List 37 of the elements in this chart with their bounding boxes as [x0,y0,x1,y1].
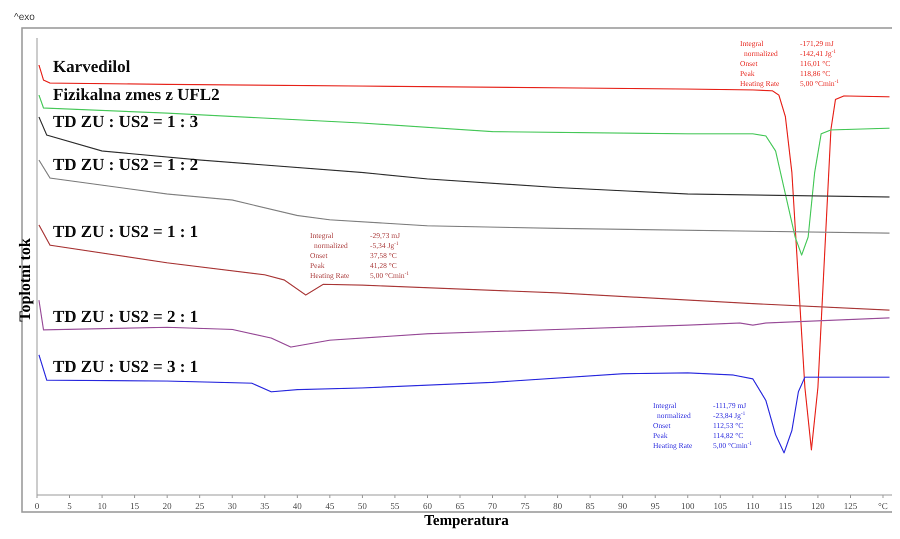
series-label: TD ZU : US2 = 3 : 1 [52,357,198,376]
y-axis-title: Toplotni tok [17,238,34,322]
x-tick-label: 50 [358,501,368,511]
x-tick-label: 65 [455,501,465,511]
x-tick-label: 70 [488,501,498,511]
x-axis-title: Temperatura [424,513,510,529]
x-tick-label: 85 [586,501,596,511]
x-tick-label: 105 [714,501,728,511]
series-label: Karvedilol [52,57,131,76]
x-tick-label: 110 [746,501,760,511]
x-tick-label: 95 [650,501,660,511]
x-tick-label: 55 [390,501,400,511]
x-tick-label: 20 [162,501,172,511]
x-tick-label: 120 [811,501,826,511]
x-tick-label: 60 [422,501,432,511]
x-tick-label: 115 [778,501,792,511]
x-tick-label: 30 [228,501,238,511]
x-tick-label: 80 [553,501,563,511]
series-label: TD ZU : US2 = 1 : 1 [52,222,198,242]
series-label: TD ZU : US2 = 1 : 3 [52,112,198,132]
x-tick-label: 125 [844,501,858,511]
x-tick-label: 40 [292,501,302,511]
text: ^exo [14,12,36,23]
x-tick-label: 75 [520,501,530,511]
x-tick-label: 5 [67,501,72,511]
x-tick-label: 45 [325,501,335,511]
x-tick-label: 25 [195,501,205,511]
x-tick-label: 10 [98,501,108,511]
x-tick-label: 0 [34,501,40,511]
series-label: Fizikalna zmes z UFL2 [52,85,220,104]
series-label: TD ZU : US2 = 2 : 1 [52,306,198,326]
x-tick-label: 90 [618,501,628,511]
x-tick-label: 100 [681,501,696,511]
series-label: TD ZU : US2 = 1 : 2 [52,155,198,174]
x-tick-label: 15 [130,501,140,511]
x-tick-label: °C [878,501,888,511]
x-tick-label: 35 [260,501,270,511]
